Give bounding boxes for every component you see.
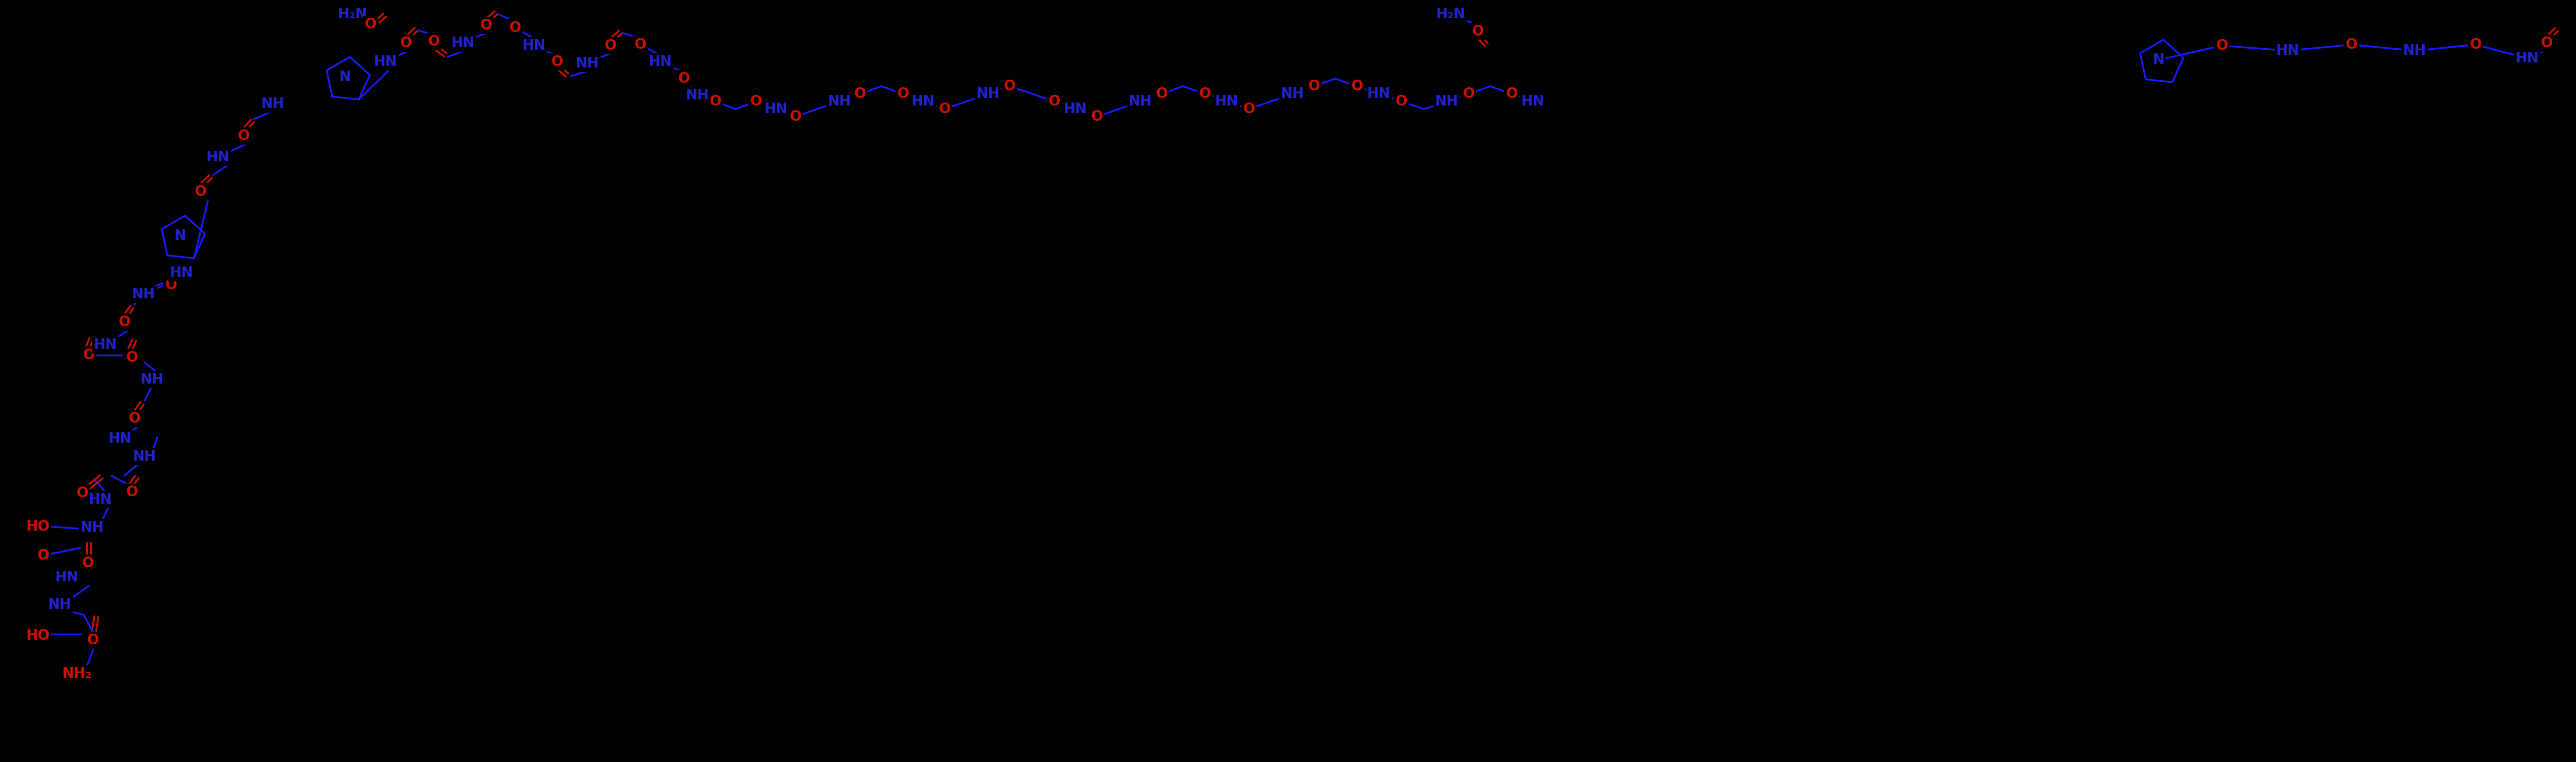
Text: NH: NH xyxy=(80,520,103,535)
Text: O: O xyxy=(605,39,616,53)
Text: NH: NH xyxy=(1435,94,1458,108)
Text: O: O xyxy=(2470,37,2481,52)
Text: O: O xyxy=(788,110,801,123)
Text: HO: HO xyxy=(26,629,49,643)
Text: HN: HN xyxy=(54,570,80,584)
Text: O: O xyxy=(129,411,139,426)
Text: NH: NH xyxy=(976,87,999,101)
Text: O: O xyxy=(82,348,95,362)
Text: NH: NH xyxy=(827,94,850,108)
Text: O: O xyxy=(1244,102,1255,116)
Text: O: O xyxy=(708,94,721,108)
Text: N: N xyxy=(2154,53,2164,67)
Text: NH: NH xyxy=(142,373,165,386)
Text: O: O xyxy=(677,72,690,86)
Text: HN: HN xyxy=(765,102,788,116)
Text: O: O xyxy=(237,129,250,143)
Text: HN: HN xyxy=(1522,94,1546,108)
Text: HN: HN xyxy=(2277,43,2300,58)
Text: O: O xyxy=(479,18,492,33)
Text: O: O xyxy=(363,18,376,31)
Text: O: O xyxy=(77,486,88,500)
Text: O: O xyxy=(126,351,139,365)
Text: O: O xyxy=(2344,37,2357,52)
Text: NH: NH xyxy=(685,88,708,102)
Text: HN: HN xyxy=(108,432,131,446)
Text: O: O xyxy=(2540,36,2553,50)
Text: HN: HN xyxy=(93,338,118,352)
Text: N: N xyxy=(340,70,350,85)
Text: O: O xyxy=(1463,87,1473,101)
Text: NH: NH xyxy=(134,450,157,464)
Text: O: O xyxy=(853,87,866,101)
Text: O: O xyxy=(551,55,564,69)
Text: HN: HN xyxy=(1216,94,1239,108)
Text: O: O xyxy=(118,315,131,329)
Text: O: O xyxy=(82,556,93,570)
Text: NH₂: NH₂ xyxy=(62,667,93,680)
Text: HN: HN xyxy=(206,150,229,165)
Text: O: O xyxy=(193,184,206,199)
Text: NH: NH xyxy=(49,597,72,612)
Text: O: O xyxy=(165,278,178,292)
Text: O: O xyxy=(1350,79,1363,94)
Text: N: N xyxy=(175,229,185,243)
Text: O: O xyxy=(126,485,139,499)
Text: O: O xyxy=(938,102,951,116)
Text: NH: NH xyxy=(260,97,286,111)
Text: HN: HN xyxy=(2517,51,2540,66)
Text: HN: HN xyxy=(451,36,474,50)
Text: O: O xyxy=(1005,79,1015,94)
Text: O: O xyxy=(36,549,49,562)
Text: O: O xyxy=(1309,79,1319,94)
Text: O: O xyxy=(1471,24,1484,39)
Text: O: O xyxy=(1396,94,1406,108)
Text: O: O xyxy=(634,37,647,52)
Text: HN: HN xyxy=(1368,87,1391,101)
Text: O: O xyxy=(896,87,909,101)
Text: HN: HN xyxy=(1064,102,1087,116)
Text: O: O xyxy=(1157,87,1167,101)
Text: NH: NH xyxy=(574,56,600,71)
Text: HN: HN xyxy=(649,55,672,69)
Text: NH: NH xyxy=(1280,87,1303,101)
Text: O: O xyxy=(88,633,98,648)
Text: O: O xyxy=(2215,39,2228,53)
Text: O: O xyxy=(1198,87,1211,101)
Text: NH: NH xyxy=(1128,94,1151,108)
Text: O: O xyxy=(750,94,762,108)
Text: HN: HN xyxy=(170,266,193,280)
Text: O: O xyxy=(399,36,412,50)
Text: O: O xyxy=(428,34,440,49)
Text: HN: HN xyxy=(912,94,935,108)
Text: O: O xyxy=(1507,87,1517,101)
Text: O: O xyxy=(1048,94,1061,108)
Text: HN: HN xyxy=(88,492,113,507)
Text: O: O xyxy=(1090,110,1103,123)
Text: O: O xyxy=(510,21,520,35)
Text: HN: HN xyxy=(374,55,397,69)
Text: NH: NH xyxy=(131,287,155,301)
Text: H₂N: H₂N xyxy=(337,7,368,21)
Text: H₂N: H₂N xyxy=(1435,7,1466,21)
Text: NH: NH xyxy=(2403,43,2427,58)
Text: HN: HN xyxy=(523,39,546,53)
Text: HO: HO xyxy=(26,520,49,533)
